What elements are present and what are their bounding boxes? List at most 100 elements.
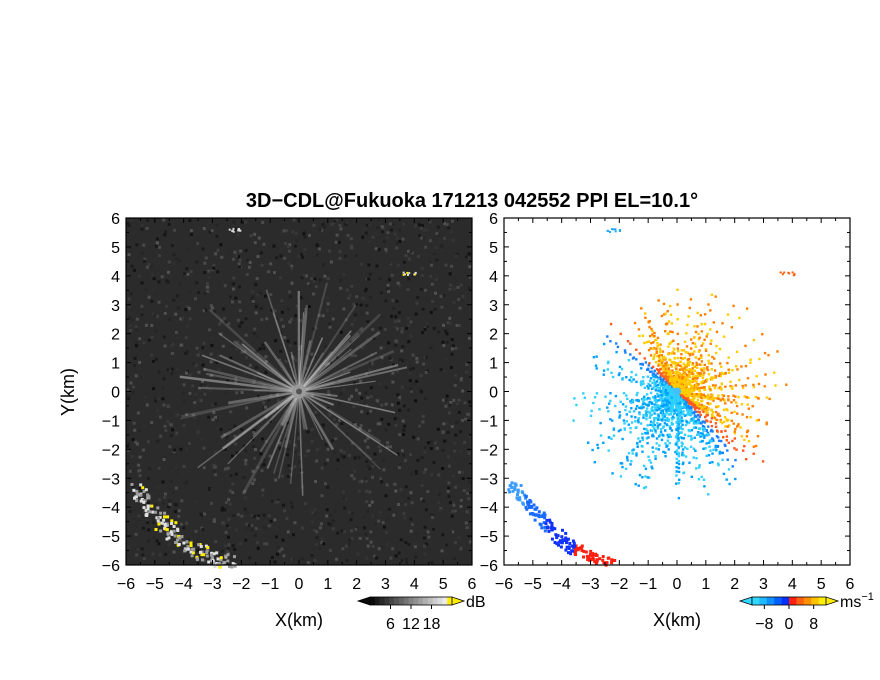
velocity-cell [673,409,676,412]
noise-cell [238,300,242,304]
velocity-cell [643,341,646,345]
noise-cell [232,427,236,431]
velocity-cell [636,441,639,445]
velocity-cell [765,422,768,426]
noise-cell [395,236,399,240]
velocity-cell [646,385,649,388]
noise-cell [238,324,242,328]
noise-cell [434,246,438,250]
velocity-cell [746,403,749,406]
velocity-cell [685,409,689,412]
velocity-cell [689,389,692,392]
noise-cell [127,253,131,257]
noise-cell [163,424,167,428]
x-tick-label: −6 [495,576,513,593]
noise-cell [203,368,207,371]
noise-cell [327,389,331,393]
echo-cell [213,565,217,569]
velocity-cell [635,393,638,397]
noise-cell [318,228,322,232]
noise-cell [135,553,139,557]
noise-cell [427,535,431,539]
velocity-cell [673,400,676,403]
velocity-cell [618,365,622,369]
velocity-cell [635,380,638,384]
noise-cell [322,542,326,546]
noise-cell [342,347,346,351]
velocity-cell [620,367,624,371]
velocity-cell [652,347,655,351]
velocity-cell [628,378,631,382]
noise-cell [216,248,220,252]
velocity-cell [638,412,641,416]
velocity-cell [722,420,726,423]
velocity-echo-cell [557,543,560,547]
noise-cell [179,282,182,286]
velocity-cell [677,496,681,500]
velocity-cell [648,325,651,329]
velocity-cell [670,421,673,424]
noise-cell [167,270,170,274]
velocity-echo-cell [543,529,547,533]
noise-cell [274,317,278,321]
velocity-cell [638,411,641,414]
velocity-cell [688,352,691,356]
velocity-cell [730,401,733,404]
velocity-cell [700,344,703,347]
velocity-echo-cell [550,528,554,532]
noise-cell [260,469,264,473]
noise-cell [353,318,357,322]
velocity-cell [686,351,690,354]
noise-cell [423,328,427,331]
noise-cell [372,336,376,340]
noise-cell [330,439,334,443]
noise-cell [345,441,349,445]
velocity-cell [671,387,674,390]
noise-cell [228,512,232,516]
velocity-cell [734,458,737,462]
velocity-cell [620,462,624,465]
velocity-cell [686,422,689,425]
velocity-cell [687,390,691,393]
velocity-cell [591,448,594,452]
noise-cell [380,480,384,484]
velocity-cell [663,415,666,418]
noise-cell [311,511,315,515]
noise-cell [300,485,304,489]
noise-cell [392,374,396,378]
noise-cell [312,292,316,296]
noise-cell [407,542,411,546]
noise-cell [151,288,155,292]
velocity-cell [641,403,645,406]
velocity-cell [704,447,707,450]
noise-cell [404,503,408,507]
noise-cell [402,260,406,264]
noise-cell [342,387,346,391]
velocity-cell [701,407,704,410]
velocity-cell [711,396,714,399]
noise-cell [261,343,265,347]
noise-cell [444,329,448,333]
velocity-cell [699,314,702,317]
noise-cell [139,485,143,489]
velocity-colorbar: −8 0 8ms−1 [738,591,874,633]
velocity-cell [746,377,750,380]
velocity-echo-cell [580,545,584,549]
noise-cell [453,287,457,291]
velocity-cell [622,391,626,395]
velocity-cell [697,478,701,481]
noise-cell [346,367,350,371]
noise-cell [382,468,386,472]
noise-cell [185,350,189,354]
noise-cell [300,470,304,474]
velocity-cell [745,435,749,438]
y-tick-label: 6 [111,211,120,228]
noise-cell [344,254,348,258]
velocity-cell [659,430,663,434]
noise-cell [255,380,259,384]
noise-cell [196,241,200,245]
radial-streak [233,340,300,393]
noise-cell [456,402,460,406]
velocity-cell [675,435,678,438]
noise-cell [227,322,231,326]
